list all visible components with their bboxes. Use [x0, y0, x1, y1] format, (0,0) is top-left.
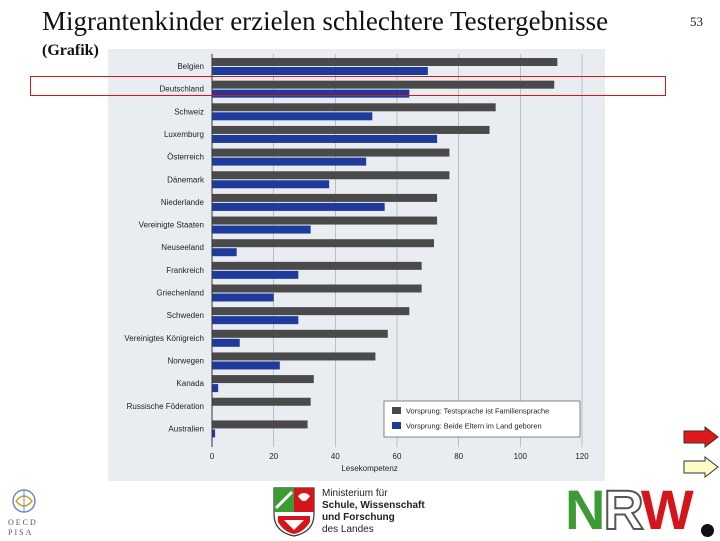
- svg-text:OECD: OECD: [8, 518, 38, 527]
- bar-eltern-im-land: [212, 112, 373, 121]
- ministry-line-1: Ministerium für: [322, 488, 388, 499]
- bar-eltern-im-land: [212, 134, 438, 143]
- category-label: Neuseeland: [161, 243, 204, 252]
- bar-familiensprache: [212, 420, 308, 429]
- legend-swatch: [392, 407, 401, 414]
- bar-eltern-im-land: [212, 67, 428, 75]
- bar-eltern-im-land: [212, 338, 240, 347]
- bar-familiensprache: [212, 216, 438, 225]
- bar-familiensprache: [212, 284, 422, 293]
- bar-chart-svg: Belgien Deutschland Schweiz Luxemburg Österr…: [124, 54, 589, 473]
- x-tick-label: 0: [210, 452, 215, 461]
- bar-familiensprache: [212, 239, 434, 248]
- ministry-line-3: und Forschung: [322, 512, 395, 523]
- x-tick-label: 20: [269, 452, 278, 461]
- category-label: Griechenland: [156, 289, 204, 298]
- bar-familiensprache: [212, 307, 410, 316]
- slide-subtitle: (Grafik): [42, 42, 99, 59]
- bar-eltern-im-land: [212, 270, 299, 279]
- chart-legend: Vorsprung: Testsprache ist Familiensprac…: [383, 400, 581, 438]
- category-label: Kanada: [176, 379, 204, 388]
- category-label: Österreich: [167, 153, 204, 162]
- legend-swatch: [392, 422, 401, 429]
- ministry-text: Ministerium für Schule, Wissenschaft und…: [322, 488, 425, 536]
- bar-eltern-im-land: [212, 248, 237, 257]
- category-label: Australien: [168, 424, 204, 433]
- forward-arrow-icon[interactable]: [683, 456, 719, 478]
- next-slide-arrow-icon[interactable]: [683, 426, 719, 448]
- category-label: Dänemark: [167, 175, 205, 184]
- nrw-coat-of-arms-icon: [273, 487, 315, 537]
- highlight-box-deutschland: [30, 76, 666, 96]
- ministry-line-4: des Landes: [322, 524, 374, 535]
- slide-title: Migrantenkinder erzielen schlechtere Tes…: [42, 6, 609, 36]
- bar-familiensprache: [212, 125, 490, 134]
- category-label: Schweiz: [174, 107, 204, 116]
- bar-eltern-im-land: [212, 316, 299, 325]
- bar-eltern-im-land: [212, 89, 410, 98]
- category-label: Belgien: [177, 62, 204, 71]
- category-labels: Belgien Deutschland Schweiz Luxemburg Österr…: [124, 62, 205, 433]
- chart-bars: [212, 58, 558, 438]
- bar-eltern-im-land: [212, 429, 216, 438]
- bar-eltern-im-land: [212, 225, 311, 234]
- category-label: Deutschland: [160, 85, 204, 94]
- legend-entry: Vorsprung: Beide Eltern im Land geboren: [406, 422, 542, 431]
- bar-familiensprache: [212, 80, 555, 89]
- nrw-logo: NRW: [565, 478, 694, 541]
- category-label: Luxemburg: [164, 130, 204, 139]
- bar-familiensprache: [212, 329, 388, 338]
- x-tick-label: 60: [393, 452, 402, 461]
- bar-familiensprache: [212, 58, 558, 66]
- x-tick-labels: 0 20 40 60 80 100 120: [210, 452, 589, 461]
- category-label: Niederlande: [161, 198, 205, 207]
- bar-eltern-im-land: [212, 361, 280, 370]
- bar-familiensprache: [212, 193, 438, 202]
- bar-familiensprache: [212, 352, 376, 361]
- bar-familiensprache: [212, 148, 450, 157]
- nrw-logo-dot: [701, 524, 714, 537]
- bar-eltern-im-land: [212, 180, 330, 189]
- svg-text:PISA: PISA: [8, 528, 33, 537]
- category-label: Schweden: [167, 311, 204, 320]
- bar-eltern-im-land: [212, 384, 219, 393]
- bar-eltern-im-land: [212, 293, 274, 302]
- bar-eltern-im-land: [212, 202, 385, 211]
- bar-familiensprache: [212, 261, 422, 270]
- page-number: 53: [690, 14, 703, 29]
- bar-familiensprache: [212, 171, 450, 180]
- legend-entry: Vorsprung: Testsprache ist Familiensprac…: [406, 407, 549, 416]
- oecd-pisa-logo: OECD PISA: [8, 489, 38, 537]
- ministry-line-2: Schule, Wissenschaft: [322, 500, 425, 511]
- x-tick-label: 80: [454, 452, 463, 461]
- bar-familiensprache: [212, 103, 496, 112]
- category-label: Vereinigtes Königreich: [124, 334, 204, 343]
- bar-chart: Belgien Deutschland Schweiz Luxemburg Österr…: [108, 49, 605, 481]
- bar-eltern-im-land: [212, 157, 367, 166]
- x-tick-label: 40: [331, 452, 340, 461]
- x-tick-label: 120: [575, 452, 589, 461]
- x-tick-label: 100: [514, 452, 528, 461]
- bar-familiensprache: [212, 397, 311, 406]
- legend-box: [383, 400, 581, 438]
- category-label: Norwegen: [168, 356, 204, 365]
- bar-familiensprache: [212, 375, 314, 384]
- category-label: Frankreich: [166, 266, 204, 275]
- category-label: Vereinigte Staaten: [139, 221, 204, 230]
- category-label: Russische Föderation: [127, 402, 204, 411]
- x-axis-label: Lesekompetenz: [341, 464, 397, 473]
